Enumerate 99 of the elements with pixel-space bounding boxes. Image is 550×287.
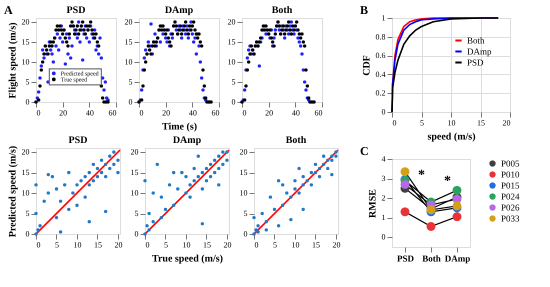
y-tick-label: 5 [26, 209, 30, 218]
y-axis-title: Flight speed (m/s) [8, 22, 18, 99]
x-tick-label: Both [422, 254, 441, 264]
x-tick-label: 5 [164, 240, 168, 250]
legend-label: DAmp [467, 46, 492, 56]
x-tick-label: 20 [332, 240, 340, 250]
y-tick-label: 20 [22, 18, 30, 26]
x-tick-label: 5 [54, 240, 59, 250]
y-tick-label: 0 [128, 98, 132, 106]
x-tick-label: 20 [114, 240, 122, 250]
legend-label: P015 [501, 180, 520, 190]
y-tick-label: 10 [240, 188, 248, 198]
x-tick-label: 5 [272, 240, 277, 250]
chart-title: PSD [68, 135, 88, 146]
y-tick-label: 0 [232, 98, 236, 106]
x-tick-label: 0 [36, 240, 40, 250]
y-axis-title: CDF [362, 55, 372, 76]
y-tick-label: 10 [124, 58, 132, 66]
y-tick-label: 0.2 [376, 88, 386, 98]
x-tick-label: 40 [292, 108, 300, 118]
chart-title: DAmp [172, 135, 202, 146]
y-tick-label: 0.8 [376, 32, 386, 42]
y-tick-label: 0.4 [376, 70, 386, 79]
legend-label: PSD [467, 58, 484, 68]
annotation: * [418, 168, 425, 183]
y-tick-label: 10 [228, 58, 236, 66]
x-tick-label: DAmp [444, 254, 470, 264]
annotation: * [444, 174, 451, 189]
y-tick-label: 10 [22, 58, 30, 66]
text: C [360, 144, 369, 158]
x-tick-label: 10 [182, 240, 190, 250]
x-tick-label: 0 [36, 108, 40, 118]
x-tick-label: 20 [502, 118, 510, 128]
x-tick-label: 10 [73, 240, 82, 250]
y-tick-label: 20 [130, 148, 138, 157]
chart-title: PSD [66, 5, 86, 16]
y-tick-label: 5 [26, 78, 30, 86]
y-tick-label: 0 [382, 232, 386, 242]
x-tick-label: 20 [265, 108, 274, 118]
text: A [4, 3, 13, 17]
y-axis-title: Predicted speed (m/s) [8, 146, 18, 238]
y-tick-label: 0 [26, 230, 30, 238]
y-tick-label: 5 [128, 78, 132, 86]
legend-label: Both [467, 36, 486, 46]
x-tick-label: 20 [59, 108, 68, 118]
y-tick-label: 15 [22, 168, 30, 178]
y-tick-label: 0.6 [376, 51, 386, 60]
x-tick-label: 15 [477, 118, 485, 128]
y-tick-label: 10 [130, 188, 138, 198]
y-tick-label: 15 [130, 168, 138, 178]
y-tick-label: 15 [124, 38, 132, 46]
legend-label: P033 [501, 214, 520, 224]
y-tick-label: 20 [240, 148, 248, 157]
y-tick-label: 3 [382, 174, 386, 184]
y-tick-label: 15 [240, 168, 248, 178]
x-tick-label: PSD [396, 254, 414, 264]
chart-title: Both [272, 5, 293, 16]
legend-label: P005 [501, 158, 520, 168]
y-tick-label: 0 [26, 98, 30, 106]
text: B [360, 3, 368, 17]
x-tick-label: 60 [108, 108, 116, 118]
x-tick-label: 15 [94, 240, 102, 250]
y-tick-label: 5 [134, 209, 138, 218]
y-tick-label: 1 [382, 213, 386, 222]
x-tick-label: 20 [162, 108, 170, 118]
y-tick-label: 10 [22, 188, 30, 198]
chart-title: Both [286, 135, 307, 146]
y-tick-label: 5 [244, 209, 248, 218]
y-tick-label: 2 [382, 194, 386, 203]
x-tick-label: 0 [146, 240, 150, 250]
y-tick-label: 20 [22, 148, 30, 157]
x-tick-label: 0 [392, 118, 396, 128]
x-axis-title: Time (s) [162, 122, 198, 132]
x-tick-label: 60 [314, 108, 322, 118]
x-tick-label: 40 [188, 108, 197, 118]
y-tick-label: 4 [382, 154, 386, 164]
y-tick-label: 20 [228, 18, 236, 26]
y-axis-title: RMSE [368, 188, 378, 218]
y-tick-label: 1 [382, 14, 386, 22]
y-tick-label: 0 [244, 230, 248, 238]
y-tick-label: 0 [134, 230, 138, 238]
x-tick-label: 60 [212, 108, 220, 118]
y-tick-label: 20 [124, 18, 132, 26]
y-tick-label: 15 [22, 38, 30, 46]
y-tick-label: 15 [228, 38, 236, 46]
legend-label: P024 [501, 192, 520, 202]
x-tick-label: 40 [86, 108, 94, 118]
y-tick-label: 5 [232, 78, 236, 86]
legend-label: P026 [501, 202, 520, 212]
x-tick-label: 15 [312, 240, 320, 250]
x-axis-title: speed (m/s) [427, 132, 476, 142]
legend-label: P010 [501, 170, 520, 180]
x-tick-label: 10 [291, 240, 300, 250]
x-axis-title: True speed (m/s) [152, 254, 223, 264]
chart-title: DAmp [164, 5, 194, 16]
x-tick-label: 0 [254, 240, 258, 250]
x-tick-label: 15 [202, 240, 211, 250]
x-tick-label: 10 [448, 118, 456, 128]
x-tick-label: 5 [420, 118, 424, 128]
